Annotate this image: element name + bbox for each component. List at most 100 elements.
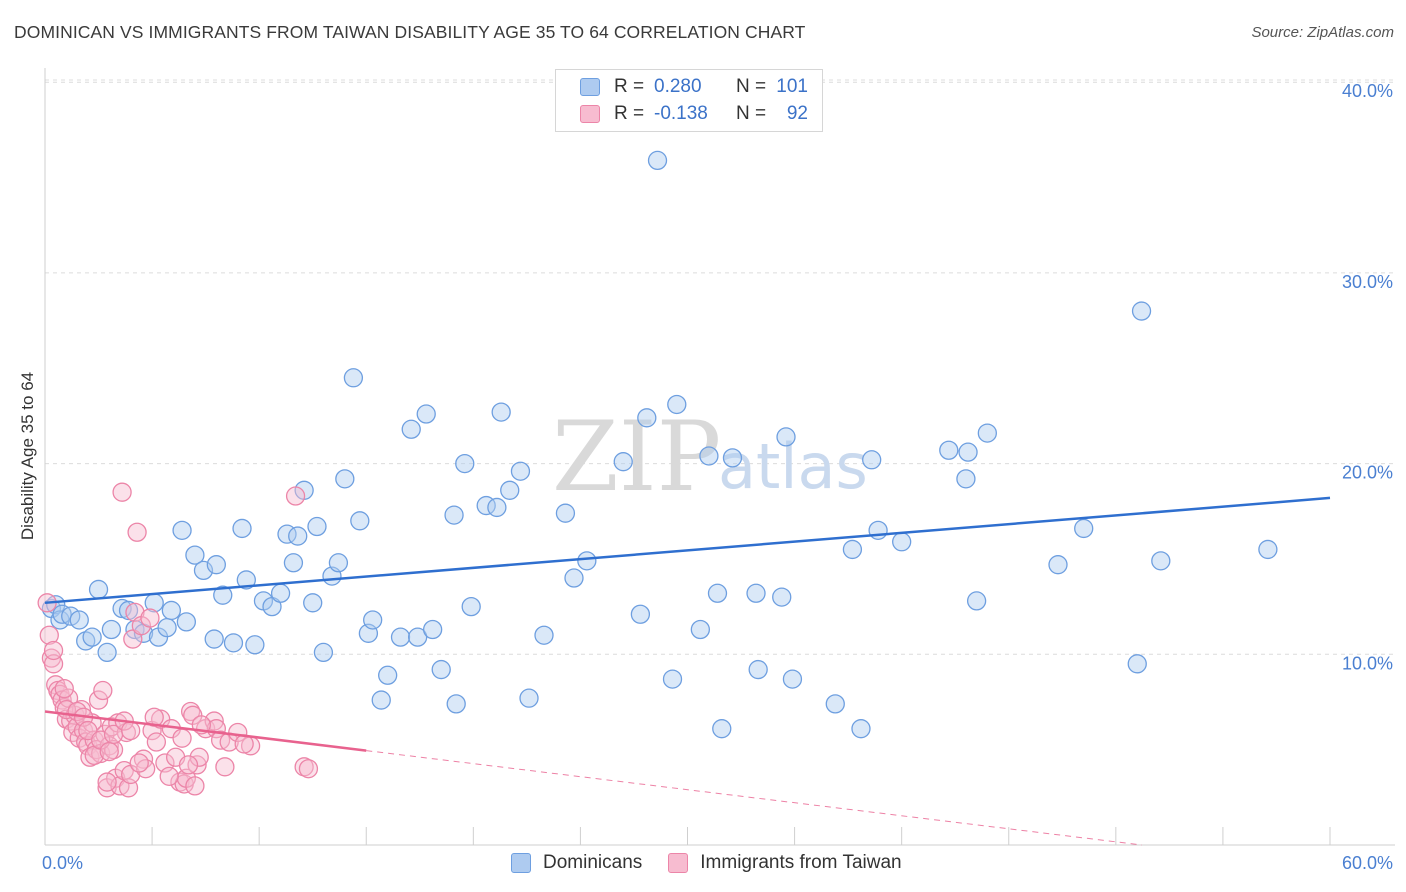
data-point[interactable] <box>99 741 119 762</box>
data-point[interactable] <box>206 555 226 575</box>
data-point[interactable] <box>748 659 768 680</box>
data-point[interactable] <box>363 610 383 630</box>
data-point[interactable] <box>298 759 319 779</box>
data-point[interactable] <box>958 442 978 462</box>
data-point[interactable] <box>699 446 719 466</box>
data-point[interactable] <box>1151 551 1171 571</box>
data-point[interactable] <box>129 753 149 773</box>
data-point[interactable] <box>825 694 845 714</box>
legend-item-taiwan[interactable]: Immigrants from Taiwan <box>668 852 902 874</box>
data-point[interactable] <box>500 480 520 500</box>
data-point[interactable] <box>97 772 117 792</box>
data-point[interactable] <box>39 625 59 645</box>
data-point[interactable] <box>662 669 683 689</box>
data-point[interactable] <box>461 596 481 617</box>
data-point[interactable] <box>69 610 89 630</box>
data-point[interactable] <box>892 532 912 552</box>
data-point[interactable] <box>161 600 182 621</box>
data-point[interactable] <box>613 452 633 472</box>
legend-item-dominicans[interactable]: Dominicans <box>511 852 642 874</box>
data-point[interactable] <box>966 591 987 611</box>
data-point[interactable] <box>422 619 443 640</box>
data-point[interactable] <box>390 627 411 647</box>
data-point[interactable] <box>1258 539 1278 560</box>
data-point[interactable] <box>343 368 364 388</box>
data-point[interactable] <box>313 642 334 663</box>
data-point[interactable] <box>862 450 882 470</box>
data-point[interactable] <box>564 568 584 588</box>
data-point[interactable] <box>127 522 147 542</box>
data-point[interactable] <box>444 505 464 525</box>
data-point[interactable] <box>1074 518 1094 539</box>
data-point[interactable] <box>842 539 863 560</box>
data-point[interactable] <box>712 719 732 739</box>
data-point[interactable] <box>285 486 306 506</box>
data-point[interactable] <box>303 593 323 613</box>
data-point[interactable] <box>270 583 291 603</box>
data-point[interactable] <box>185 545 205 565</box>
data-point[interactable] <box>232 518 252 539</box>
data-point[interactable] <box>956 469 976 489</box>
data-point[interactable] <box>431 659 451 680</box>
data-point[interactable] <box>667 394 687 415</box>
data-point[interactable] <box>519 688 539 708</box>
data-point[interactable] <box>307 516 327 537</box>
data-point[interactable] <box>121 720 141 741</box>
data-point[interactable] <box>707 583 728 603</box>
data-point[interactable] <box>82 627 102 647</box>
data-point[interactable] <box>88 690 109 710</box>
data-point[interactable] <box>868 520 888 540</box>
data-point[interactable] <box>939 440 959 460</box>
data-point[interactable] <box>159 766 179 786</box>
data-point[interactable] <box>43 640 64 661</box>
data-point[interactable] <box>176 612 197 632</box>
data-point[interactable] <box>746 583 766 603</box>
data-point[interactable] <box>534 625 554 645</box>
data-point[interactable] <box>335 469 355 489</box>
data-point[interactable] <box>630 604 651 624</box>
data-point[interactable] <box>223 633 244 653</box>
data-point[interactable] <box>112 482 132 502</box>
data-point[interactable] <box>283 553 304 573</box>
data-point[interactable] <box>213 585 233 605</box>
data-point[interactable] <box>204 629 224 649</box>
data-point[interactable] <box>577 551 597 571</box>
data-point[interactable] <box>407 627 428 647</box>
data-point[interactable] <box>1127 654 1147 674</box>
data-point[interactable] <box>215 757 235 777</box>
data-point[interactable] <box>378 665 398 685</box>
data-point[interactable] <box>144 707 164 727</box>
data-point[interactable] <box>78 720 98 741</box>
data-point[interactable] <box>1048 555 1068 575</box>
data-point[interactable] <box>236 570 256 590</box>
data-point[interactable] <box>1131 301 1152 321</box>
data-point[interactable] <box>93 680 113 701</box>
data-point[interactable] <box>97 642 117 663</box>
data-point[interactable] <box>446 694 466 714</box>
data-point[interactable] <box>401 419 421 439</box>
data-point[interactable] <box>510 461 531 481</box>
data-point[interactable] <box>371 690 391 710</box>
data-point[interactable] <box>146 732 167 752</box>
data-point[interactable] <box>189 747 209 767</box>
data-point[interactable] <box>782 669 803 689</box>
data-point[interactable] <box>178 755 199 775</box>
data-point[interactable] <box>328 553 349 573</box>
data-point[interactable] <box>43 654 64 674</box>
data-point[interactable] <box>455 453 475 474</box>
data-point[interactable] <box>101 619 122 640</box>
data-point[interactable] <box>851 719 871 739</box>
data-point[interactable] <box>772 587 792 607</box>
data-point[interactable] <box>172 728 192 748</box>
data-point[interactable] <box>172 520 192 540</box>
data-point[interactable] <box>776 427 796 447</box>
data-point[interactable] <box>487 497 507 518</box>
data-point[interactable] <box>722 448 743 468</box>
data-point[interactable] <box>157 617 177 638</box>
data-point[interactable] <box>350 511 370 531</box>
data-point[interactable] <box>88 579 109 600</box>
data-point[interactable] <box>416 404 436 424</box>
data-point[interactable] <box>555 503 576 523</box>
data-point[interactable] <box>288 526 308 546</box>
data-point[interactable] <box>637 408 657 428</box>
